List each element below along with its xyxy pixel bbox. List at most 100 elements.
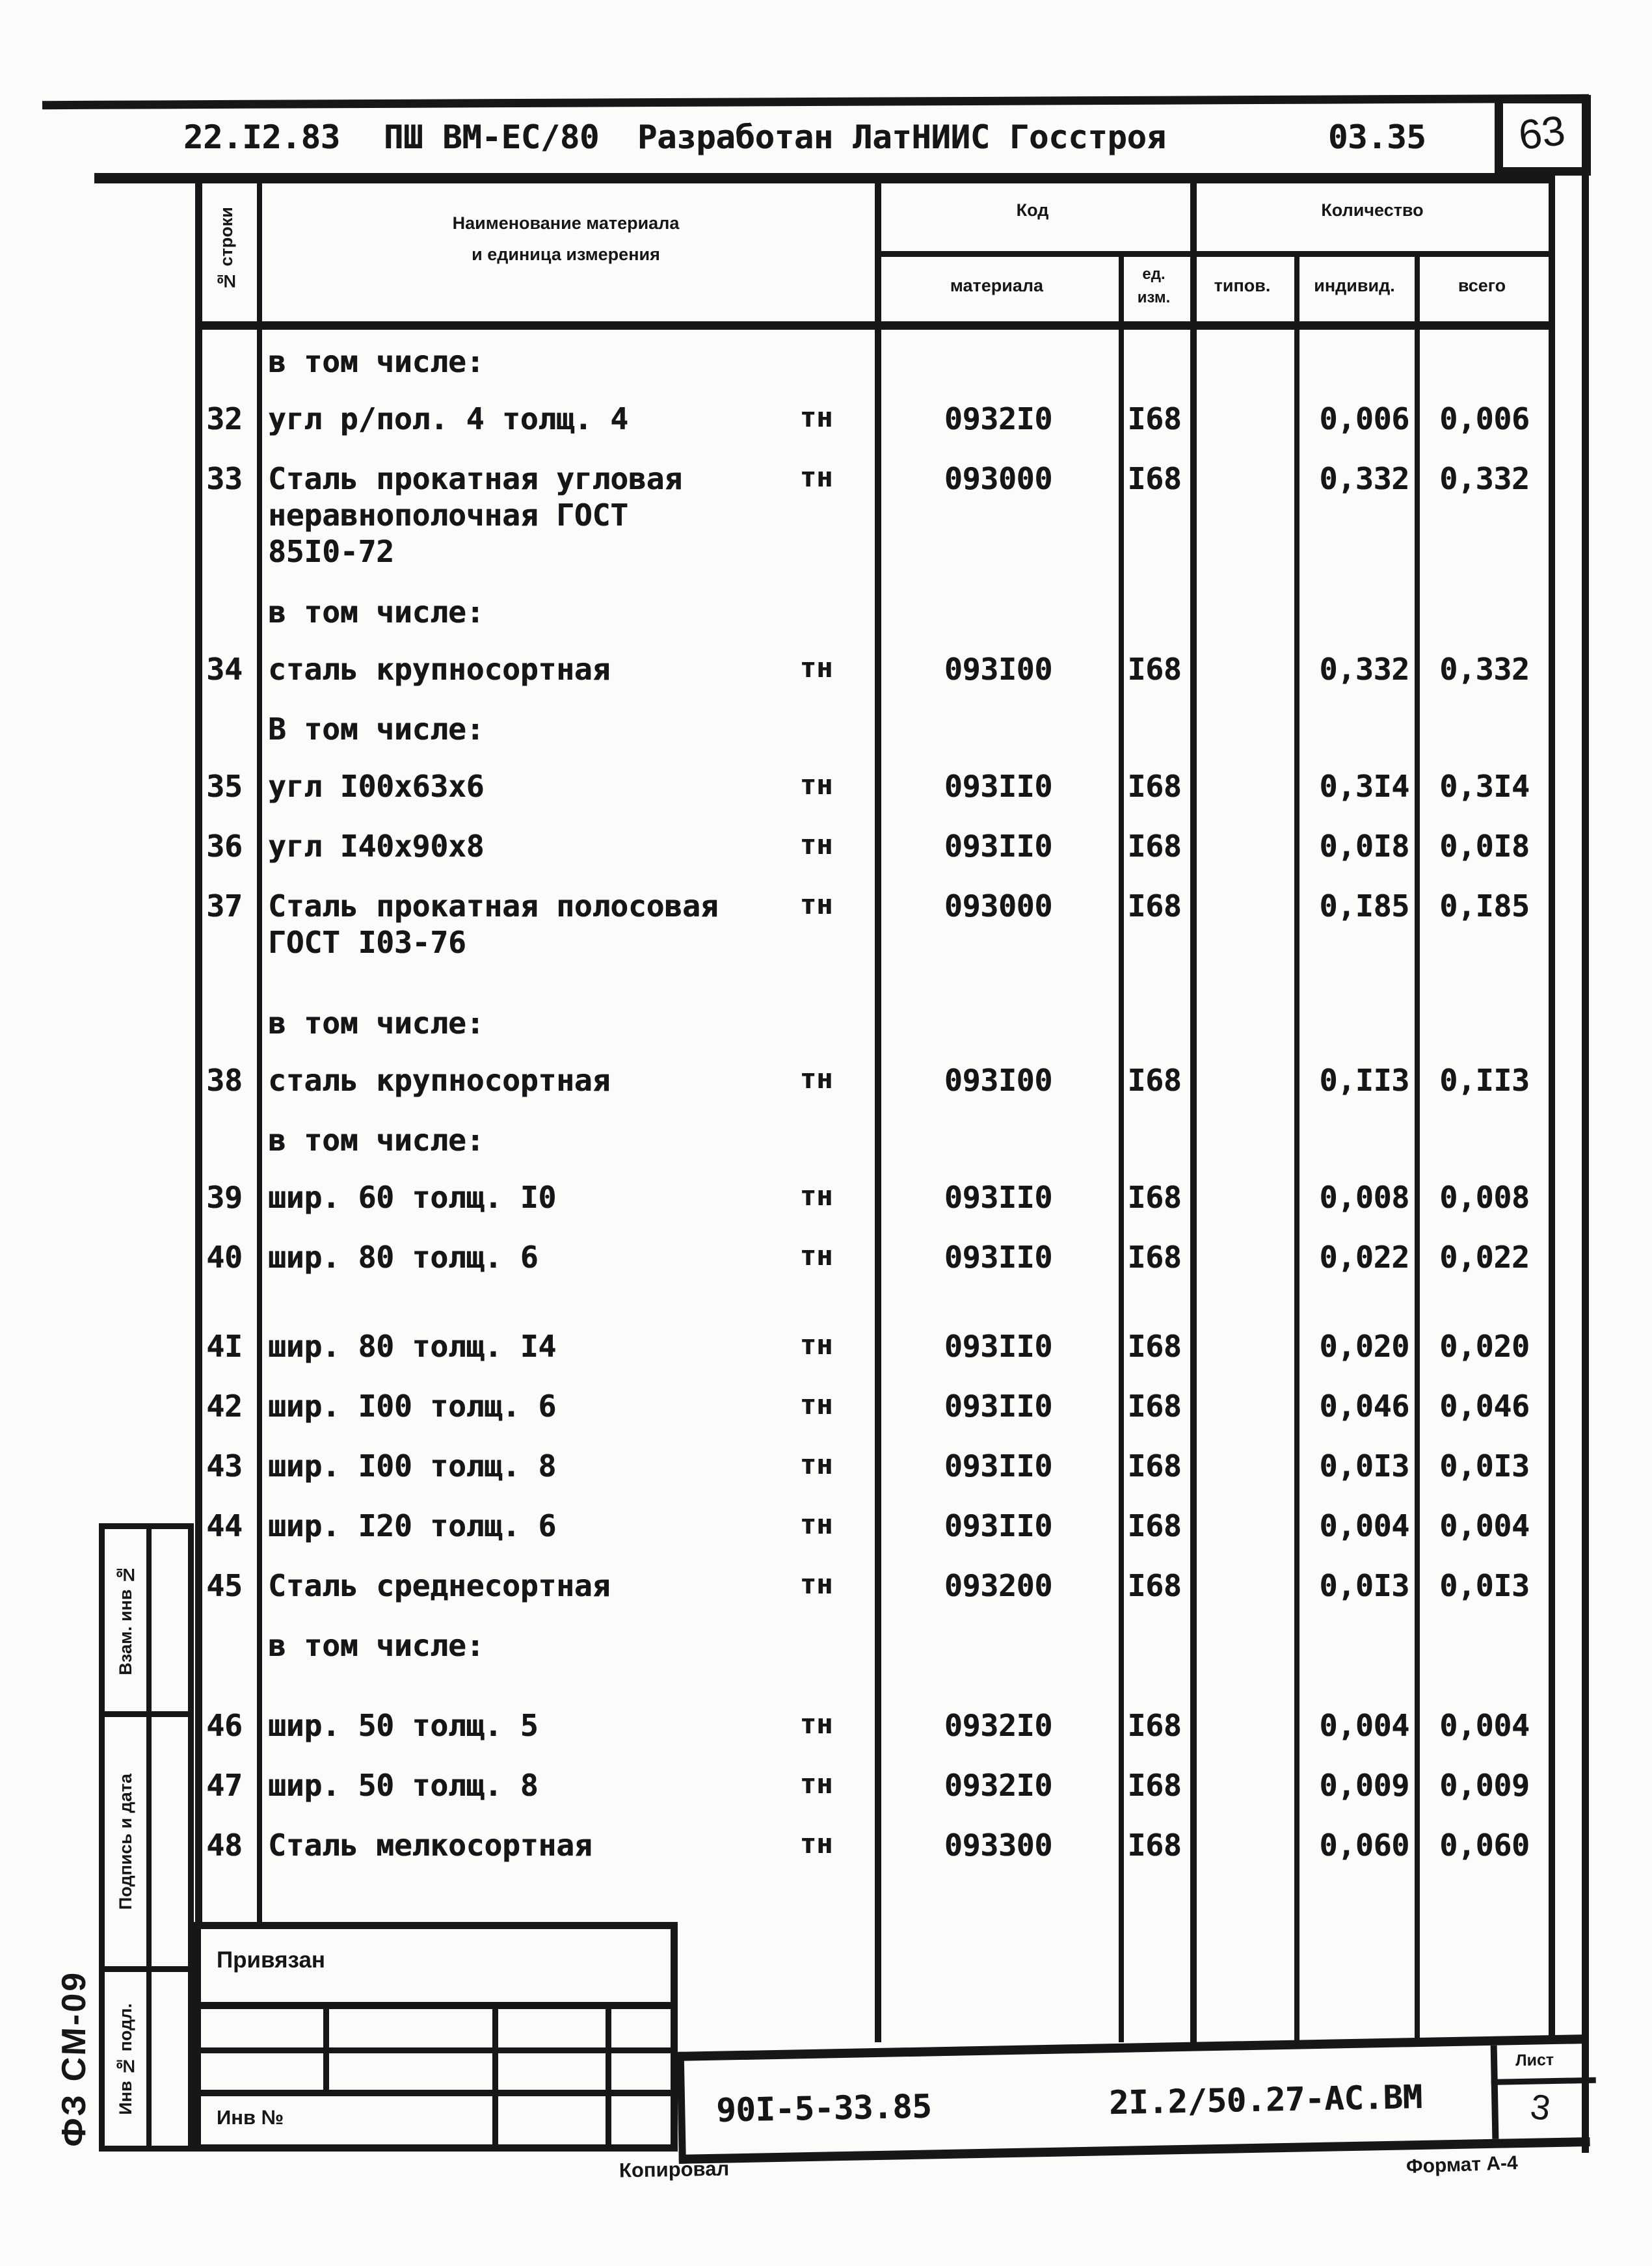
table-row: 46 шир. 50 толщ. 5 тн 0932I0 I68 0,004 0,004 bbox=[195, 1707, 1554, 1767]
table-row: 33 Сталь прокатная угловая неравнополочная… bbox=[195, 460, 1554, 594]
material-code: 093000 bbox=[944, 461, 1053, 496]
material-name-line: шир. 60 толщ. I0 bbox=[268, 1180, 557, 1215]
qty-individual: 0,0I3 bbox=[1319, 1568, 1409, 1603]
unit-of-measure: тн bbox=[799, 769, 833, 801]
unit-of-measure: тн bbox=[799, 1768, 833, 1800]
group-label: В том числе: bbox=[268, 712, 485, 747]
qty-individual: 0,3I4 bbox=[1319, 769, 1409, 804]
unit-code: I68 bbox=[1127, 401, 1182, 436]
qty-total: 0,0I3 bbox=[1439, 1448, 1530, 1484]
group-label: в том числе: bbox=[268, 594, 485, 630]
col-header-qty-individual: индивид. bbox=[1314, 276, 1395, 295]
qty-total: 0,046 bbox=[1439, 1389, 1530, 1424]
material-code: 093II0 bbox=[944, 829, 1053, 864]
header-project-code: ПШ ВМ-ЕС/80 bbox=[384, 118, 600, 156]
qty-individual: 0,009 bbox=[1319, 1768, 1409, 1803]
material-name: шир. 60 толщ. I0 bbox=[268, 1179, 782, 1216]
qty-total: 0,004 bbox=[1439, 1508, 1530, 1543]
header-date: 22.I2.83 bbox=[183, 118, 340, 156]
unit-of-measure: тн bbox=[799, 1389, 833, 1420]
table-row: 38 сталь крупносортная тн 093I00 I68 0,II3 0,I… bbox=[195, 1062, 1554, 1122]
material-code: 093II0 bbox=[944, 1180, 1053, 1215]
unit-of-measure: тн bbox=[799, 461, 833, 493]
table-row: 48 Сталь мелкосортная тн 093300 I68 0,060 0,06… bbox=[195, 1827, 1554, 1887]
row-number: 46 bbox=[206, 1708, 243, 1743]
material-name: Сталь среднесортная bbox=[268, 1567, 782, 1604]
label-inv-podl: Инв № подл. bbox=[115, 2003, 135, 2115]
qty-total: 0,332 bbox=[1439, 652, 1530, 687]
stamp-rule-2 bbox=[201, 2047, 671, 2053]
material-name: шир. 80 толщ. 6 bbox=[268, 1239, 782, 1275]
qty-individual: 0,0I3 bbox=[1319, 1448, 1409, 1484]
material-name: шир. 50 толщ. 8 bbox=[268, 1767, 782, 1804]
qty-individual: 0,I85 bbox=[1319, 888, 1409, 924]
row-number: 48 bbox=[206, 1828, 243, 1863]
group-label: в том числе: bbox=[268, 1006, 485, 1041]
label-vzam-inv: Взам. инв № bbox=[115, 1565, 135, 1675]
material-code: 0932I0 bbox=[944, 401, 1053, 436]
sidestrip-divider bbox=[146, 1529, 152, 2146]
sheet-cell-divider bbox=[1491, 2077, 1596, 2085]
row-number: 4I bbox=[206, 1329, 243, 1364]
material-name-line: сталь крупносортная bbox=[268, 1063, 611, 1098]
qty-individual: 0,046 bbox=[1319, 1389, 1409, 1424]
group-row: в том числе: bbox=[195, 1627, 1554, 1685]
unit-of-measure: тн bbox=[799, 1508, 833, 1540]
unit-code: I68 bbox=[1127, 1508, 1182, 1543]
form-code-block: ФЗ СМ-09 bbox=[38, 1958, 111, 2159]
sheet-number-box: 63 bbox=[1495, 95, 1591, 176]
sidestrip-cell-vzam: Взам. инв № bbox=[105, 1529, 146, 1711]
row-number: 35 bbox=[206, 769, 243, 804]
material-name: сталь крупносортная bbox=[268, 651, 782, 687]
material-name: Сталь прокатная полосовая ГОСТ I03-76 bbox=[268, 888, 782, 961]
row-number: 44 bbox=[206, 1508, 243, 1543]
material-code: 093II0 bbox=[944, 1329, 1053, 1364]
individ-col-rule bbox=[1294, 251, 1299, 2042]
header-sub-rule bbox=[875, 251, 1554, 257]
qty-total: 0,008 bbox=[1439, 1180, 1530, 1215]
qty-col-rule bbox=[1190, 173, 1197, 2042]
material-name: Сталь мелкосортная bbox=[268, 1827, 782, 1863]
side-stamp-strip: Взам. инв № Подпись и дата Инв № подл. bbox=[99, 1523, 194, 2152]
stamp-vrule-2 bbox=[492, 2002, 498, 2144]
material-name: шир. 50 толщ. 5 bbox=[268, 1707, 782, 1744]
qty-total: 0,020 bbox=[1439, 1329, 1530, 1364]
material-code: 093II0 bbox=[944, 769, 1053, 804]
unit-of-measure: тн bbox=[799, 1708, 833, 1740]
table-row: 47 шир. 50 толщ. 8 тн 0932I0 I68 0,009 0,009 bbox=[195, 1767, 1554, 1827]
code-col-rule bbox=[875, 173, 881, 2042]
header-developer: Разработан ЛатНИИС Госстроя bbox=[637, 118, 1166, 156]
material-name: сталь крупносортная bbox=[268, 1062, 782, 1099]
unit-code: I68 bbox=[1127, 1389, 1182, 1424]
header-doc-code: 03.35 bbox=[1328, 118, 1426, 156]
unit-of-measure: тн bbox=[799, 888, 833, 920]
table-row: 34 сталь крупносортная тн 093I00 I68 0,332 0,3… bbox=[195, 651, 1554, 711]
rowno-col-rule bbox=[257, 173, 262, 1922]
table-top-line bbox=[94, 173, 1555, 183]
sheet-value-handwritten: 3 bbox=[1528, 2086, 1553, 2129]
material-code: 093II0 bbox=[944, 1508, 1053, 1543]
row-number: 36 bbox=[206, 829, 243, 864]
top-frame-line bbox=[42, 94, 1590, 110]
qty-total: 0,022 bbox=[1439, 1240, 1530, 1275]
qty-total: 0,009 bbox=[1439, 1768, 1530, 1803]
bottom-stamp: Привязан Инв № bbox=[194, 1922, 678, 2152]
row-number: 40 bbox=[206, 1240, 243, 1275]
material-code: 093I00 bbox=[944, 1063, 1053, 1098]
unit-code: I68 bbox=[1127, 1568, 1182, 1603]
material-name-line: Сталь прокатная полосовая bbox=[268, 888, 719, 924]
right-frame-line bbox=[1582, 98, 1589, 2153]
col-header-code-material: материала bbox=[950, 276, 1044, 295]
material-name-line: Сталь мелкосортная bbox=[268, 1828, 593, 1863]
row-number: 42 bbox=[206, 1389, 243, 1424]
material-name: шир. I20 толщ. 6 bbox=[268, 1508, 782, 1544]
sidestrip-rule-1 bbox=[105, 1711, 188, 1717]
material-name-line: угл I00х63х6 bbox=[268, 769, 485, 804]
group-label: в том числе: bbox=[268, 1628, 485, 1663]
qty-individual: 0,004 bbox=[1319, 1508, 1409, 1543]
qty-total: 0,006 bbox=[1439, 401, 1530, 436]
material-name-line: Сталь среднесортная bbox=[268, 1568, 611, 1603]
table-right-rule bbox=[1549, 173, 1555, 2042]
unit-of-measure: тн bbox=[799, 1063, 833, 1095]
